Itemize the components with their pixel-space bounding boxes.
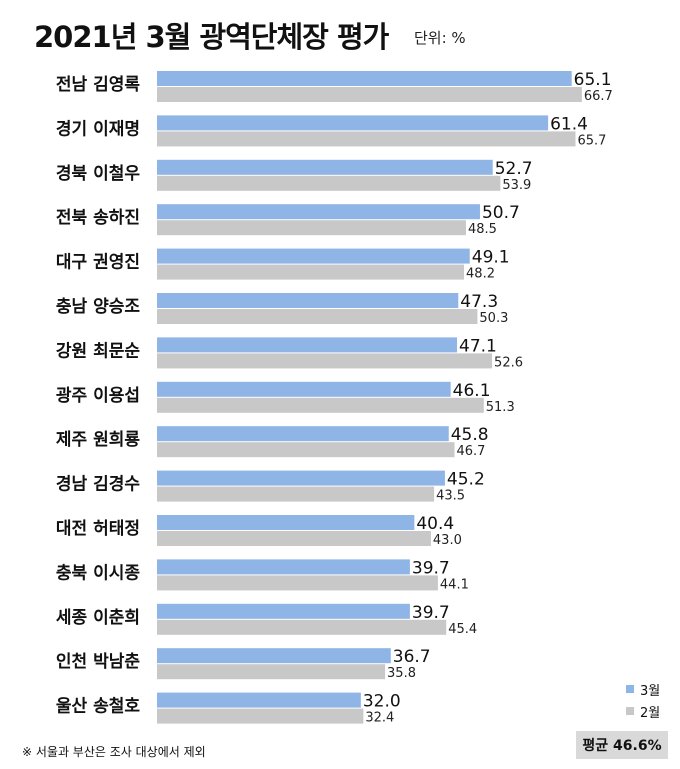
average-badge: 평균 46.6% [576,731,668,759]
category-label: 광주 이용섭 [56,386,140,406]
legend-swatch-current [626,685,634,693]
bar-current [157,426,449,442]
category-label: 인천 박남춘 [56,652,140,672]
bar-previous [157,664,386,680]
legend-label-current: 3월 [640,683,661,699]
bar-current [157,559,410,575]
value-label-current: 47.3 [460,292,498,312]
bar-chart: 전남 김영록 65.166.7 경기 이재명 61.465.7 경북 이철우 52.753… [56,70,613,726]
legend-label-previous: 2월 [640,705,661,721]
value-label-current: 61.4 [550,114,588,134]
value-label-previous: 46.7 [456,444,485,459]
value-label-current: 39.7 [412,603,450,623]
value-label-current: 47.1 [459,336,497,356]
value-label-previous: 43.5 [436,489,465,504]
bar-current [157,515,415,530]
bar-previous [157,353,493,369]
bar-previous [157,575,438,591]
bar-current [157,381,451,397]
value-label-current: 45.2 [447,470,485,490]
category-label: 대구 권영진 [56,253,140,273]
value-label-previous: 52.6 [494,355,523,370]
value-label-previous: 50.3 [479,311,508,326]
category-label: 충북 이시종 [56,563,140,583]
legend-swatch-previous [626,707,634,715]
category-label: 강원 최문순 [56,341,140,361]
bar-previous [157,220,466,236]
value-label-current: 52.7 [495,159,533,179]
bar-previous [157,531,431,546]
bar-current [157,115,549,131]
bar-current [157,293,459,308]
value-label-current: 36.7 [393,647,431,667]
bar-current [157,159,493,175]
category-label: 충남 양승조 [56,297,140,317]
category-label: 제주 원희룡 [56,430,140,450]
bar-current [157,648,391,664]
value-label-current: 32.0 [363,692,401,712]
category-label: 전북 송하진 [56,208,140,228]
category-label: 경기 이재명 [56,119,140,139]
bar-current [157,204,480,220]
value-label-previous: 32.4 [365,711,394,726]
bar-previous [157,397,484,413]
legend-item-previous: 2월 [626,700,660,722]
bar-previous [157,486,435,502]
value-label-current: 65.1 [574,70,612,90]
category-label: 울산 송철호 [56,697,140,717]
chart-title: 2021년 3월 광역단체장 평가 [34,20,389,54]
bar-current [157,337,458,353]
value-label-current: 39.7 [412,558,450,578]
value-label-current: 46.1 [453,381,491,401]
bar-previous [157,708,364,724]
category-label: 경남 김경수 [56,475,140,495]
category-label: 전남 김영록 [56,75,140,95]
bar-current [157,470,445,486]
category-label: 세종 이춘희 [56,608,140,628]
value-label-current: 50.7 [482,203,520,223]
bar-previous [157,175,501,191]
bar-previous [157,87,582,102]
bar-current [157,71,572,86]
category-label: 경북 이철우 [56,164,140,184]
unit-label: 단위: % [414,29,466,47]
value-label-previous: 48.2 [466,267,495,282]
value-label-current: 40.4 [416,514,454,534]
legend-item-current: 3월 [626,678,660,700]
bar-previous [157,619,447,635]
bar-current [157,603,410,619]
bar-previous [157,131,576,147]
footnote: ※ 서울과 부산은 조사 대상에서 제외 [22,745,206,759]
value-label-current: 45.8 [451,425,489,445]
bar-previous [157,309,478,324]
bar-previous [157,264,465,280]
bar-current [157,248,470,264]
value-label-previous: 45.4 [448,622,477,637]
value-label-previous: 51.3 [486,400,515,415]
value-label-previous: 35.8 [387,666,416,681]
value-label-previous: 43.0 [433,533,462,548]
value-label-previous: 44.1 [440,577,469,592]
bar-current [157,692,361,708]
value-label-previous: 66.7 [584,89,613,104]
category-label: 대전 허태정 [56,519,140,539]
value-label-current: 49.1 [472,248,510,268]
legend: 3월 2월 [626,678,660,722]
bar-previous [157,442,455,458]
value-label-previous: 65.7 [578,133,607,148]
value-label-previous: 53.9 [502,178,531,193]
value-label-previous: 48.5 [468,222,497,237]
